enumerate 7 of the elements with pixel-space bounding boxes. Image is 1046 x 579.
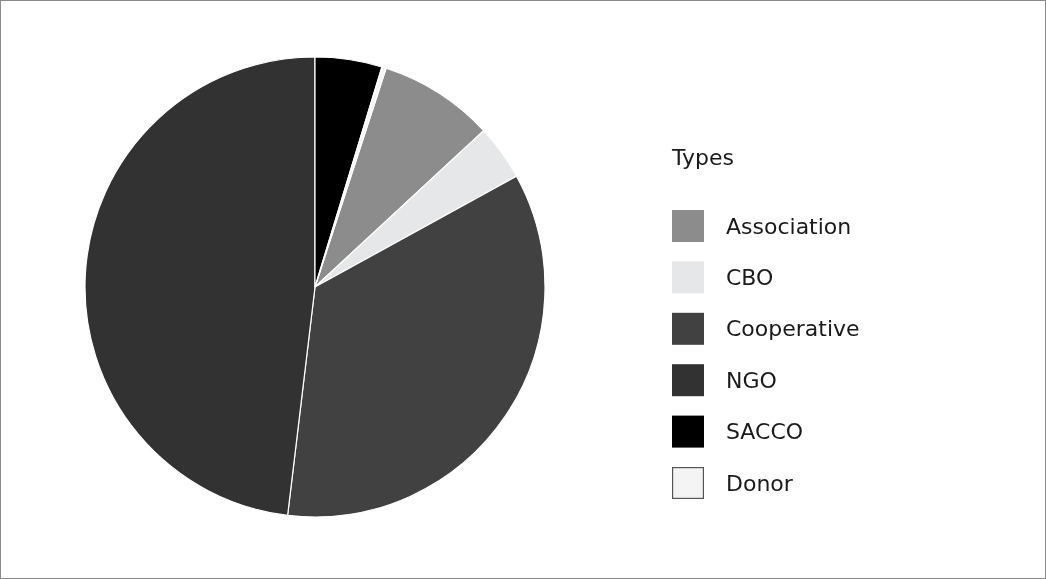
legend-label: CBO bbox=[726, 264, 774, 290]
legend-label: NGO bbox=[726, 367, 777, 393]
legend-label: Association bbox=[726, 213, 852, 239]
legend-title: Types bbox=[671, 144, 734, 170]
legend-label: SACCO bbox=[726, 419, 804, 445]
legend-label: Donor bbox=[726, 470, 794, 496]
legend-label: Cooperative bbox=[726, 316, 860, 342]
